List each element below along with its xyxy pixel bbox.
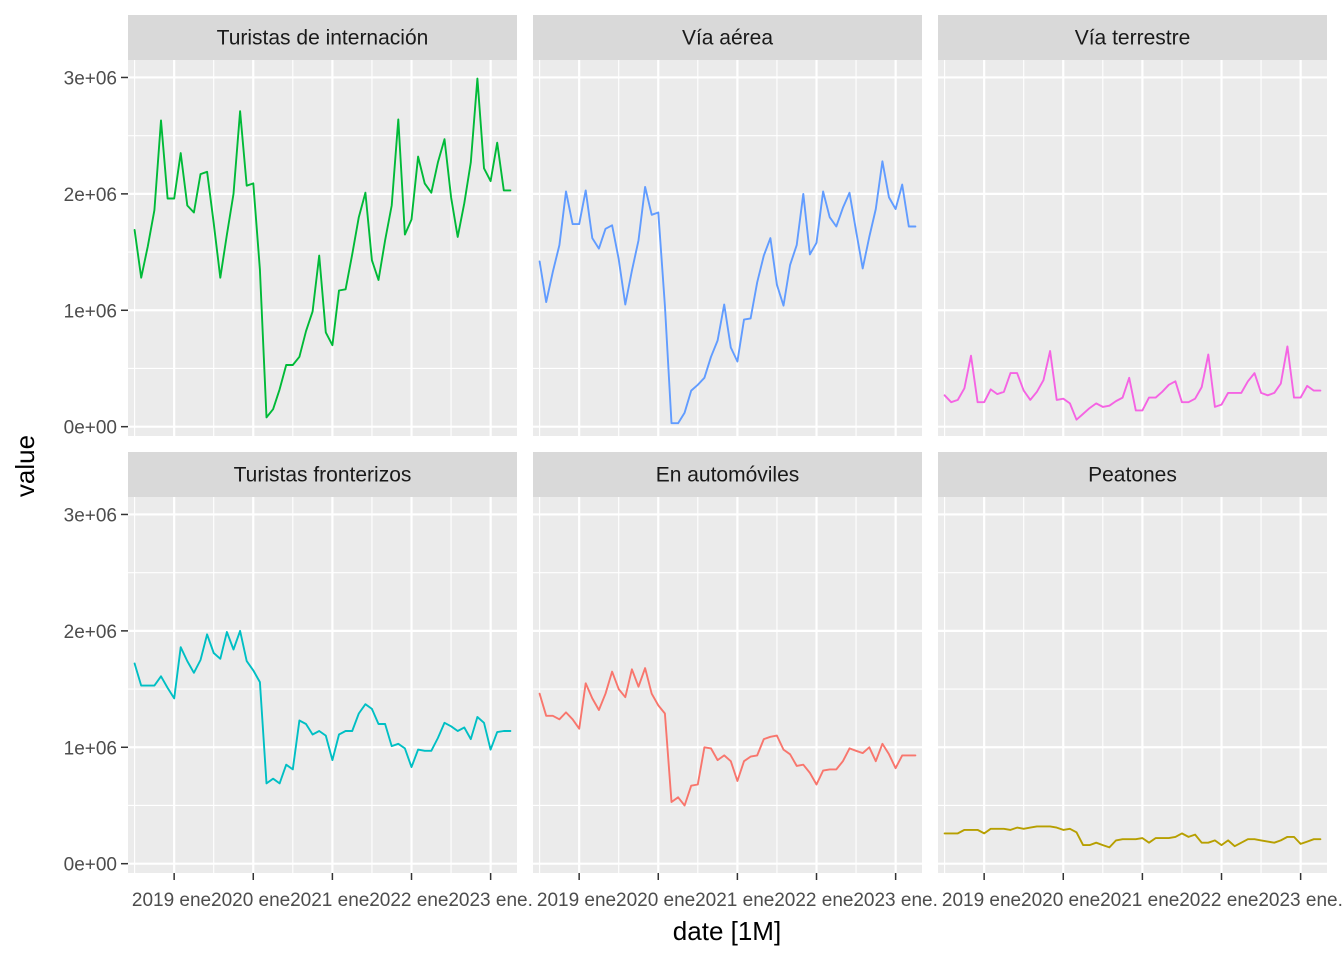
y-tick-label: 2e+06	[64, 185, 117, 206]
y-tick-label: 0e+00	[64, 418, 117, 439]
facet-strip	[128, 452, 517, 497]
panel-turistas-fronterizos: Turistas fronterizos	[128, 452, 517, 873]
x-tick-label: 2020 ene.	[1021, 890, 1106, 911]
y-tick-label: 1e+06	[64, 301, 117, 322]
facet-title: Turistas fronterizos	[234, 464, 412, 487]
y-tick-label: 1e+06	[64, 738, 117, 759]
x-tick-label: 2022 ene.	[1179, 890, 1264, 911]
panel-en-automoviles: En automóviles	[533, 452, 922, 873]
x-tick-label: 2020 ene.	[211, 890, 296, 911]
y-tick-label: 3e+06	[64, 505, 117, 526]
x-tick-label: 2022 ene.	[774, 890, 859, 911]
x-tick-label: 2022 ene.	[369, 890, 454, 911]
x-tick-label: 2019 ene.	[942, 890, 1027, 911]
facet-title: Vía aérea	[682, 27, 773, 50]
gridlines	[128, 497, 517, 873]
panel-background	[128, 60, 517, 436]
x-tick-label: 2021 ene.	[1100, 890, 1185, 911]
x-tick-label: 2020 ene.	[616, 890, 701, 911]
y-axis: 0e+00 1e+06 2e+06 3e+06 0e+00 1e+06 2e+06 3e+06	[64, 68, 128, 876]
gridlines	[938, 497, 1327, 873]
facet-strip	[533, 15, 922, 60]
panel-background	[938, 497, 1327, 873]
x-tick-label: 2023 ene.	[448, 890, 533, 911]
x-tick-label: 2019 ene.	[132, 890, 217, 911]
y-tick-label: 3e+06	[64, 68, 117, 89]
y-tick-label: 2e+06	[64, 622, 117, 643]
facet-title: Vía terrestre	[1075, 27, 1191, 50]
panels: Turistas de internación Vía aérea Vía terr…	[128, 15, 1327, 873]
facet-strip	[938, 15, 1327, 60]
x-tick-label: 2019 ene.	[537, 890, 622, 911]
series-line-via-aerea	[538, 160, 917, 425]
facet-strip	[533, 452, 922, 497]
series-line-en-automoviles	[538, 667, 917, 807]
panel-background	[938, 60, 1327, 436]
series-line-peatones	[943, 825, 1322, 849]
x-tick-label: 2023 ene.	[853, 890, 938, 911]
gridlines	[533, 497, 922, 873]
panel-background	[128, 497, 517, 873]
x-axis-title: date [1M]	[673, 916, 781, 946]
facet-strip	[938, 452, 1327, 497]
facet-title: En automóviles	[656, 464, 800, 487]
panel-background	[533, 497, 922, 873]
x-tick-label: 2021 ene.	[695, 890, 780, 911]
y-tick-label: 0e+00	[64, 855, 117, 876]
panel-via-aerea: Vía aérea	[533, 15, 922, 436]
facet-title: Turistas de internación	[217, 27, 429, 50]
gridlines	[938, 60, 1327, 436]
facet-title: Peatones	[1088, 464, 1177, 487]
panel-turistas-de-internacion: Turistas de internación	[128, 15, 517, 436]
x-axis: 2019 ene.2020 ene.2021 ene.2022 ene.2023…	[132, 873, 1343, 911]
y-axis-title: value	[10, 435, 40, 497]
panel-peatones: Peatones	[938, 452, 1327, 873]
x-tick-label: 2021 ene.	[290, 890, 375, 911]
panel-via-terrestre: Vía terrestre	[938, 15, 1327, 436]
series-line-turistas-de-internacion	[133, 77, 512, 419]
facet-strip	[128, 15, 517, 60]
gridlines	[533, 60, 922, 436]
series-line-via-terrestre	[943, 345, 1322, 421]
gridlines	[128, 60, 517, 436]
panel-background	[533, 60, 922, 436]
x-tick-label: 2023 ene.	[1258, 890, 1343, 911]
series-line-turistas-fronterizos	[133, 629, 512, 785]
